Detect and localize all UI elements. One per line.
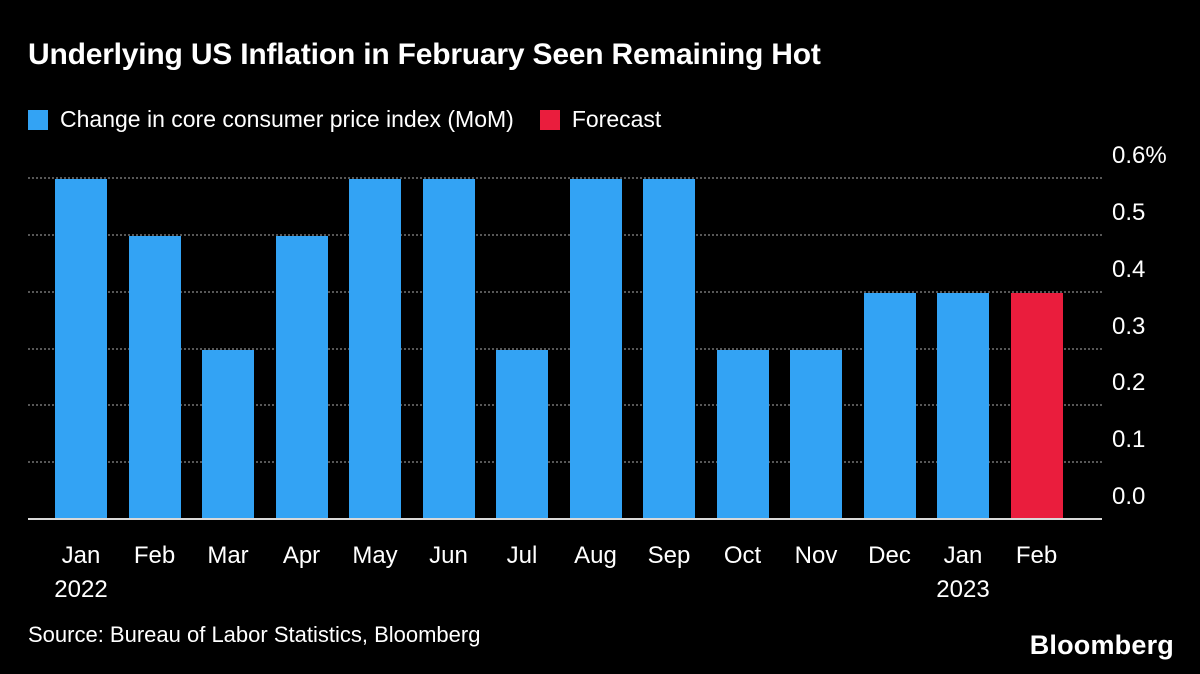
- x-axis-label: Jan: [943, 542, 983, 569]
- x-axis-label: Jun: [429, 542, 468, 569]
- y-axis-label: 0.5: [1112, 198, 1146, 226]
- bar-feb-1: [128, 235, 181, 520]
- chart-title: Underlying US Inflation in February Seen…: [28, 38, 821, 71]
- gridline: [28, 347, 1102, 350]
- y-axis-label: 0.1: [1112, 426, 1146, 454]
- x-axis-label: Dec: [868, 542, 911, 569]
- bar-aug-7: [569, 179, 622, 520]
- legend: Change in core consumer price index (MoM…: [28, 106, 661, 133]
- bar-apr-3: [275, 235, 328, 520]
- x-axis-label: Feb: [133, 542, 176, 569]
- x-axis-label: Aug: [574, 542, 617, 569]
- bar-jun-5: [422, 179, 475, 520]
- bar-dec-11: [863, 292, 916, 520]
- y-axis-label: 0.4: [1112, 255, 1146, 283]
- x-axis-label: Oct: [723, 542, 762, 569]
- bar-mar-2: [202, 349, 254, 520]
- y-axis-label: 0.3: [1112, 312, 1146, 340]
- legend-swatch-cpi: [28, 109, 48, 130]
- legend-swatch-forecast: [539, 109, 560, 130]
- y-axis-label: 0.6%: [1112, 142, 1167, 169]
- bar-may-4: [349, 179, 401, 520]
- x-axis-label: Mar: [207, 542, 249, 569]
- legend-item-cpi: Change in core consumer price index (MoM…: [28, 106, 514, 133]
- bar-sep-8: [643, 179, 695, 520]
- x-axis-label: Jan: [61, 542, 101, 569]
- legend-item-forecast: Forecast: [539, 106, 662, 133]
- x-axis-label: Nov: [794, 542, 838, 569]
- bar-jan-12: [937, 292, 989, 520]
- x-axis-label: Jul: [506, 542, 538, 569]
- plot-area: [28, 150, 1102, 520]
- gridline: [28, 177, 1102, 179]
- x-axis-label: May: [352, 542, 398, 569]
- x-axis-label: Sep: [647, 542, 691, 569]
- bar-oct-9: [716, 349, 769, 520]
- bar-jul-6: [496, 349, 548, 520]
- source-note: Source: Bureau of Labor Statistics, Bloo…: [28, 622, 481, 647]
- legend-label-forecast: Forecast: [571, 106, 662, 132]
- gridline: [28, 404, 1102, 407]
- x-axis-year-label: 2023: [936, 576, 990, 603]
- y-axis-label: 0.0: [1112, 483, 1146, 510]
- bar-nov-10: [790, 349, 842, 520]
- bar-jan-0: [55, 179, 107, 520]
- x-axis-label: Apr: [282, 542, 321, 569]
- gridline: [28, 461, 1102, 464]
- y-axis-label: 0.2: [1112, 369, 1146, 397]
- bloomberg-logo: Bloomberg: [1029, 630, 1174, 660]
- x-axis-year-label: 2022: [54, 576, 108, 603]
- x-axis-label: Feb: [1015, 542, 1058, 569]
- x-axis-baseline: [28, 518, 1102, 520]
- gridline: [28, 290, 1102, 293]
- bar-feb-13: [1010, 292, 1063, 520]
- gridline: [28, 233, 1102, 236]
- legend-label-cpi: Change in core consumer price index (MoM…: [60, 106, 514, 132]
